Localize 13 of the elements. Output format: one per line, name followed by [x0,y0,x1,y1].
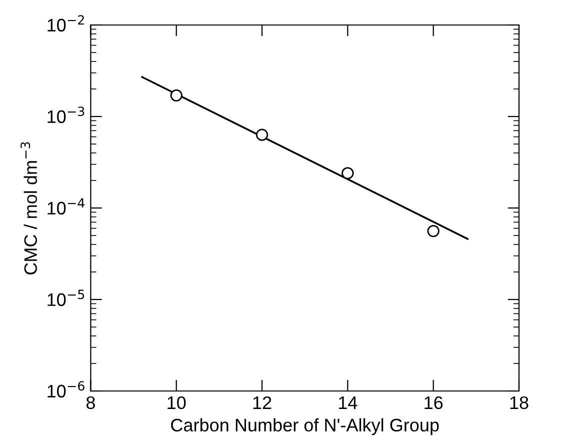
y-tick-label: 10$^{−3}$ [48,106,84,124]
y-tick-label: 10$^{−5}$ [48,290,84,306]
x-tick-label: 12 [253,396,272,409]
x-tick-label: 10 [168,396,186,410]
x-tick-label: 14 [339,396,358,409]
y-tick-label: 10$^{−2}$ [48,15,84,32]
x-axis-title: Carbon Number of N'-Alkyl Group [171,418,439,436]
x-tick-label: 8 [86,396,95,410]
x-tick-label: 16 [424,396,443,410]
y-tick-label: 10$^{−4}$ [48,198,84,215]
y-axis-title: CMC / mol dm$^{−3}$ [20,142,38,274]
y-tick-label: 10$^{−6}$ [48,381,84,398]
x-tick-label: 18 [510,396,528,410]
